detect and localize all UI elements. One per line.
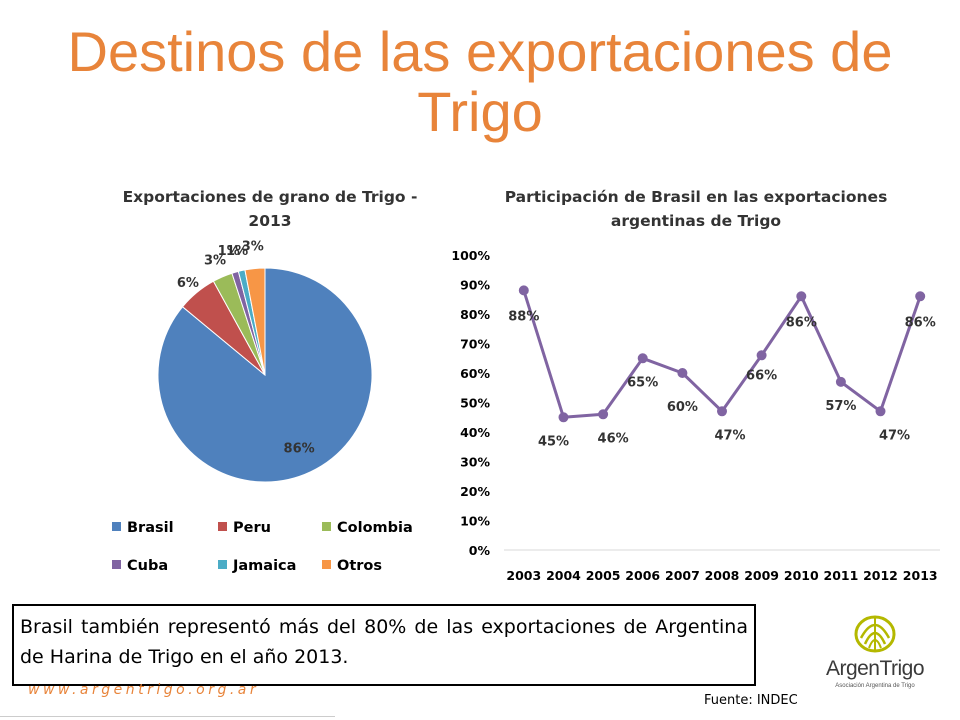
- data-point: [835, 376, 846, 387]
- y-tick-label: 30%: [460, 455, 490, 470]
- pie-data-label-peru: 6%: [177, 276, 199, 291]
- pie-data-label-cuba: 1%: [218, 244, 240, 259]
- line-data-label: 57%: [825, 399, 856, 414]
- x-tick-label: 2006: [625, 568, 660, 583]
- data-point: [558, 412, 569, 423]
- line-data-label: 46%: [598, 431, 629, 446]
- logo-tagline: Asociación Argentina de Trigo: [835, 683, 915, 689]
- legend-swatch-cuba: [112, 560, 121, 569]
- y-tick-label: 80%: [460, 307, 490, 322]
- legend-label-jamaica: Jamaica: [232, 558, 296, 574]
- legend-swatch-otros: [322, 560, 331, 569]
- line-data-label: 66%: [746, 368, 777, 383]
- line-data-label: 88%: [508, 309, 539, 324]
- data-point: [875, 406, 886, 417]
- pie-chart-title-line-2: 2013: [248, 212, 291, 230]
- note-box: Brasil también representó más del 80% de…: [12, 604, 756, 686]
- legend-swatch-jamaica: [218, 560, 227, 569]
- source-label: Fuente: INDEC: [704, 693, 798, 708]
- pie-data-label-otros: 3%: [242, 240, 264, 255]
- legend-swatch-colombia: [322, 522, 331, 531]
- logo-name: ArgenTrigo: [825, 657, 925, 680]
- data-point: [717, 406, 727, 417]
- data-point: [598, 409, 609, 420]
- footer-divider: [0, 716, 335, 717]
- x-tick-label: 2003: [506, 568, 541, 583]
- slide-title: Destinos de las exportaciones de Trigo: [67, 20, 893, 143]
- y-tick-label: 60%: [460, 366, 490, 381]
- y-tick-label: 10%: [460, 514, 490, 529]
- legend-label-brasil: Brasil: [127, 520, 174, 536]
- website-url[interactable]: www.argentrigo.org.ar: [28, 682, 260, 698]
- line-chart: Participación de Brasil en las exportaci…: [451, 188, 940, 583]
- pie-data-label-jamaica: 1%: [226, 244, 248, 259]
- pie-data-label-brasil: 86%: [284, 441, 315, 456]
- pie-chart: Exportaciones de grano de Trigo - 2013 8…: [112, 188, 418, 574]
- data-point: [796, 291, 807, 302]
- y-tick-label: 40%: [460, 425, 490, 440]
- x-tick-label: 2004: [546, 568, 581, 583]
- x-tick-label: 2007: [665, 568, 700, 583]
- line-data-label: 47%: [879, 428, 910, 443]
- x-tick-label: 2012: [863, 568, 898, 583]
- data-point: [677, 368, 688, 378]
- line-data-label: 60%: [667, 400, 698, 415]
- x-tick-label: 2009: [744, 568, 779, 583]
- x-tick-label: 2013: [903, 568, 938, 583]
- y-tick-label: 20%: [460, 484, 490, 499]
- pie-slice-otros: [244, 267, 266, 376]
- y-tick-label: 90%: [460, 278, 490, 293]
- data-point: [915, 291, 926, 302]
- y-tick-label: 50%: [460, 396, 490, 411]
- legend-swatch-brasil: [112, 522, 121, 531]
- line-chart-title-line-2: argentinas de Trigo: [611, 212, 781, 230]
- line-data-label: 65%: [627, 375, 658, 390]
- line-data-label: 86%: [905, 315, 936, 330]
- y-tick-label: 70%: [460, 337, 490, 352]
- x-tick-label: 2008: [705, 568, 740, 583]
- y-tick-label: 0%: [469, 543, 491, 558]
- pie-chart-title-line-1: Exportaciones de grano de Trigo -: [123, 188, 418, 206]
- data-point: [637, 353, 648, 364]
- line-data-label: 86%: [786, 315, 817, 330]
- wheat-icon: [854, 615, 896, 653]
- legend-label-peru: Peru: [233, 520, 271, 536]
- x-tick-label: 2010: [784, 568, 819, 583]
- argentrigo-logo: ArgenTrigo Asociación Argentina de Trigo: [820, 610, 930, 700]
- series-line: [522, 289, 922, 419]
- x-tick-label: 2005: [586, 568, 621, 583]
- y-tick-label: 100%: [451, 248, 490, 263]
- data-point: [756, 350, 767, 361]
- legend-label-cuba: Cuba: [127, 558, 168, 574]
- legend-label-otros: Otros: [337, 558, 382, 574]
- line-data-label: 45%: [538, 434, 569, 449]
- line-data-label: 47%: [714, 428, 745, 443]
- legend-swatch-peru: [218, 522, 227, 531]
- line-chart-title-line-1: Participación de Brasil en las exportaci…: [505, 188, 888, 206]
- legend-label-colombia: Colombia: [337, 520, 413, 536]
- data-point: [518, 285, 529, 296]
- pie-data-label-colombia: 3%: [204, 253, 226, 268]
- x-tick-label: 2011: [824, 568, 859, 583]
